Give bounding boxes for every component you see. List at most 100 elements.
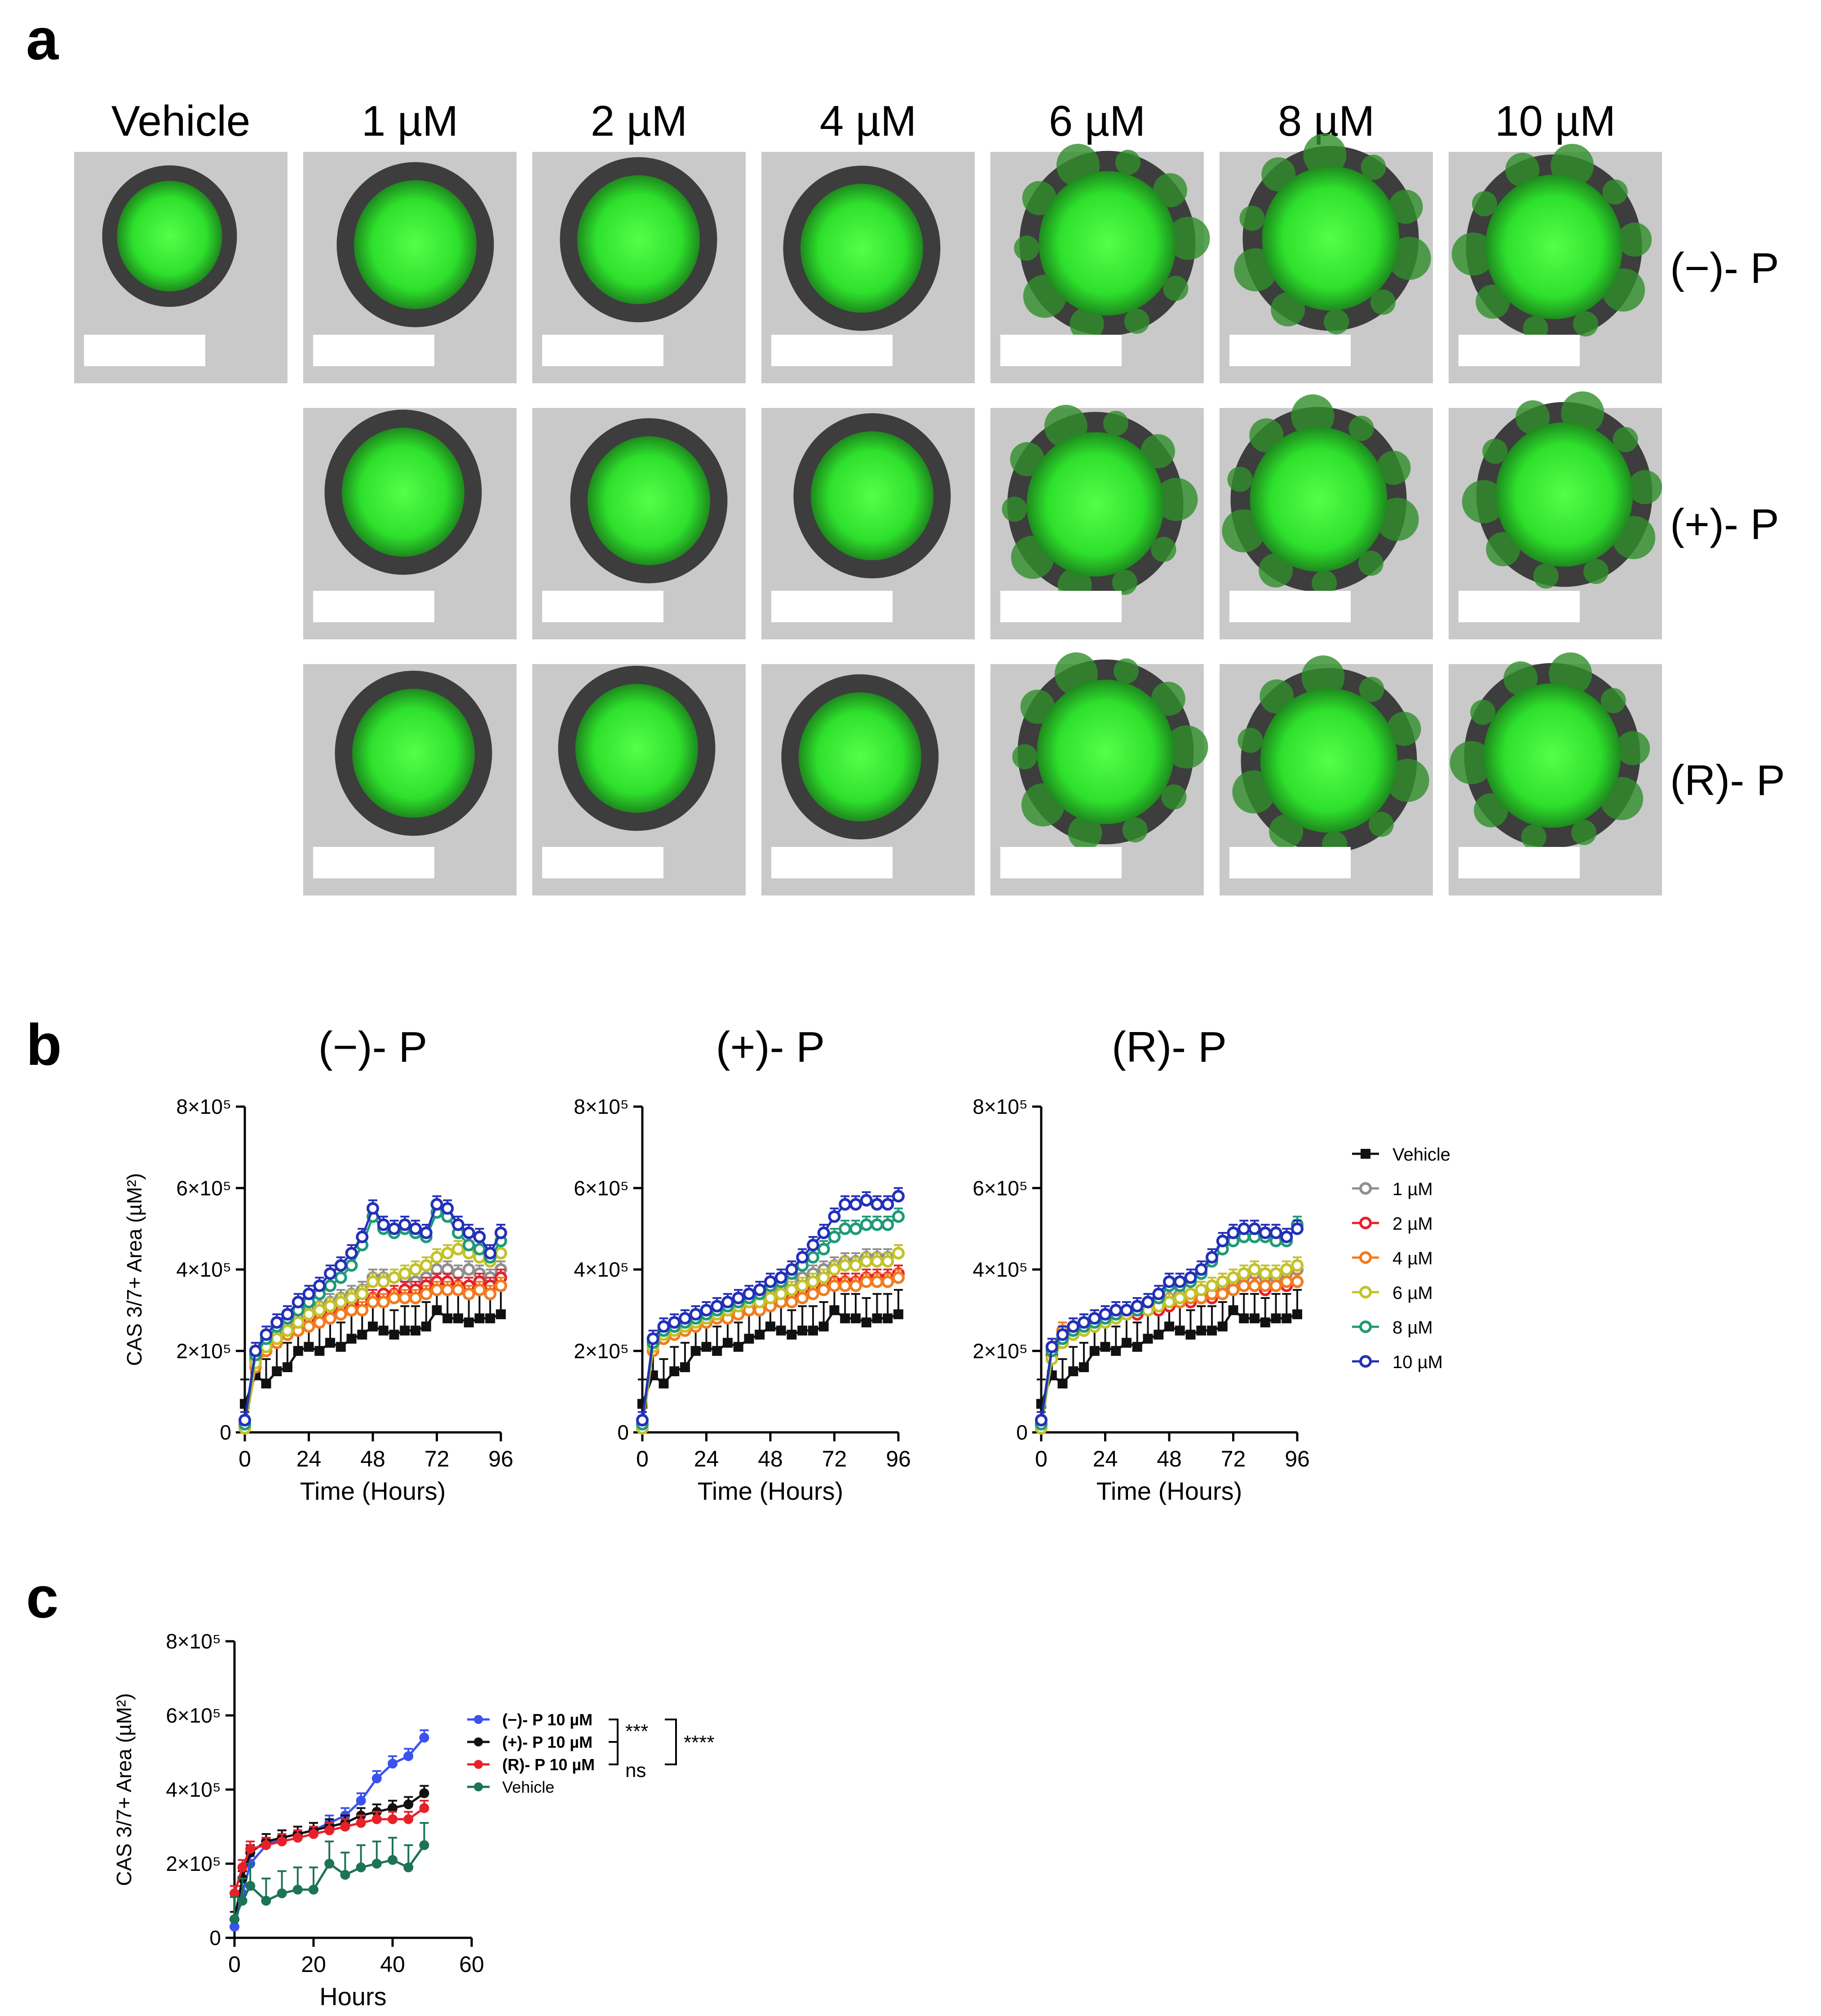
data-point	[403, 1862, 414, 1873]
data-point	[261, 1378, 271, 1389]
data-point	[420, 1226, 433, 1239]
data-point	[1109, 1304, 1123, 1317]
data-point	[462, 1263, 475, 1276]
y-tick-label: 0	[209, 1926, 221, 1950]
data-point	[807, 1251, 819, 1264]
spheroid-edge-blob	[1571, 820, 1597, 845]
data-point	[1280, 1231, 1293, 1243]
data-point	[1089, 1346, 1100, 1356]
data-point	[388, 1291, 401, 1304]
data-point	[1269, 1226, 1282, 1239]
data-point	[1035, 1413, 1048, 1427]
spheroid-green-core	[1039, 171, 1176, 316]
data-point	[409, 1291, 422, 1304]
spheroid-edge-blob	[1154, 478, 1198, 521]
data-point	[302, 1287, 315, 1300]
data-point	[281, 1308, 294, 1321]
data-point	[1196, 1325, 1207, 1336]
data-point	[293, 1346, 303, 1356]
spheroid-edge-blob	[1010, 442, 1044, 476]
x-tick-label: 72	[822, 1446, 847, 1471]
data-point	[1250, 1313, 1260, 1324]
data-point	[403, 1751, 414, 1761]
data-point	[302, 1308, 315, 1321]
data-point	[398, 1267, 411, 1280]
data-point	[744, 1334, 754, 1344]
x-tick-label: 24	[296, 1446, 322, 1471]
data-point	[345, 1247, 358, 1260]
data-point	[701, 1342, 712, 1352]
treatment-row-label: (+)- P	[1670, 501, 1779, 549]
data-point	[432, 1305, 442, 1316]
data-point	[473, 1243, 486, 1256]
x-tick-label: 24	[1093, 1446, 1118, 1471]
spheroid-edge-blob	[1573, 311, 1599, 337]
spheroid-green-core	[577, 175, 700, 304]
x-tick-label: 0	[228, 1952, 241, 1977]
data-point	[1238, 1267, 1251, 1280]
data-point	[860, 1218, 873, 1231]
concentration-header: 2 µM	[591, 97, 687, 145]
data-point	[334, 1308, 347, 1321]
data-point	[324, 1300, 336, 1313]
spheroid-green-core	[1260, 688, 1398, 833]
spheroid-edge-blob	[1583, 558, 1609, 584]
spheroid-edge-blob	[1503, 661, 1538, 696]
data-point	[893, 1309, 903, 1320]
legend-marker	[474, 1760, 483, 1769]
data-point	[669, 1366, 680, 1377]
scale-bar	[1459, 335, 1580, 366]
data-point	[377, 1218, 390, 1231]
data-point	[1248, 1222, 1261, 1235]
data-point	[732, 1291, 745, 1304]
spheroid-edge-blob	[1022, 181, 1056, 215]
spheroid-green-core	[1495, 422, 1633, 567]
data-point	[1195, 1283, 1208, 1296]
y-tick-label: 4×10⁵	[166, 1778, 221, 1801]
x-tick-label: 0	[636, 1446, 649, 1471]
data-point	[270, 1332, 283, 1345]
scale-bar	[313, 591, 434, 622]
data-point	[345, 1304, 358, 1317]
data-point	[871, 1275, 884, 1288]
data-point	[441, 1202, 454, 1215]
data-point	[277, 1888, 287, 1898]
data-point	[861, 1317, 871, 1328]
scale-bar	[1459, 847, 1580, 878]
spheroid-green-core	[354, 180, 477, 309]
spheroid-edge-blob	[1165, 725, 1208, 769]
data-point	[419, 1840, 429, 1850]
data-point	[1269, 1267, 1282, 1280]
data-point	[452, 1243, 464, 1256]
legend-label: 1 µM	[1392, 1179, 1433, 1199]
data-point	[453, 1313, 463, 1324]
data-point	[340, 1821, 350, 1832]
bracket-neg-vs-r	[665, 1719, 677, 1765]
spheroid-edge-blob	[1153, 173, 1187, 208]
data-point	[1141, 1296, 1154, 1308]
panel-b-time-course-charts: 0 2×10⁵ 4×10⁵ 6×10⁵ 8×10⁵ 0 24 48 72 96 Time (Hour…	[123, 1023, 1450, 1505]
data-point	[430, 1198, 443, 1211]
spheroid-edge-blob	[1516, 400, 1550, 435]
scale-bar	[1229, 335, 1351, 366]
data-point	[776, 1325, 786, 1336]
data-point	[892, 1247, 905, 1260]
data-point	[356, 1231, 369, 1243]
data-point	[774, 1287, 787, 1300]
data-point	[1068, 1366, 1078, 1377]
scale-bar	[1229, 591, 1351, 622]
data-point	[356, 1818, 366, 1828]
data-point	[851, 1313, 861, 1324]
significance-brackets: *** ns ****	[609, 1719, 715, 1781]
panel-c-comparison-chart: 0 2×10⁵ 4×10⁵ 6×10⁵ 8×10⁵ 0 20 40 60 Hours CAS 3/7…	[112, 1630, 715, 2011]
chart-b-1: 0 2×10⁵ 4×10⁵ 6×10⁵ 8×10⁵ 0 24 48 72 96 Time (Hour…	[123, 1023, 513, 1505]
data-point	[764, 1291, 777, 1304]
scale-bar	[771, 847, 893, 878]
spheroid-edge-blob	[1482, 439, 1508, 464]
data-point	[420, 1259, 433, 1272]
data-point	[313, 1304, 326, 1317]
data-point	[356, 1862, 366, 1873]
data-point	[249, 1344, 262, 1357]
y-tick-label: 8×10⁵	[166, 1630, 221, 1653]
spheroid-green-core	[799, 692, 921, 821]
